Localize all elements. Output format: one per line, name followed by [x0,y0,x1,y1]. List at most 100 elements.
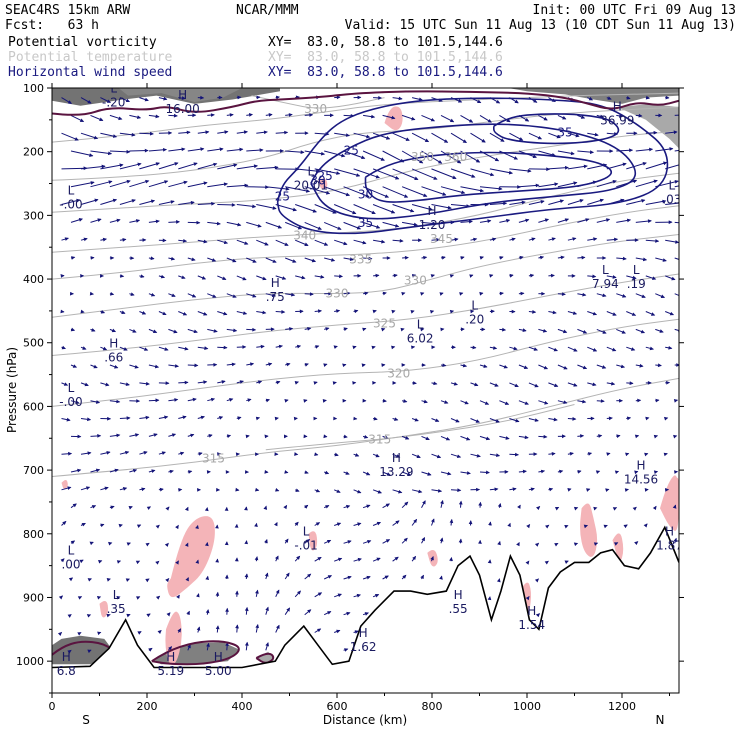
wind-arrowhead [102,346,108,351]
wind-arrowhead [395,520,400,525]
high-marker: H [166,650,175,664]
wind-arrowhead [439,537,444,542]
wind-arrowhead [497,540,501,546]
wind-arrowhead [684,162,687,165]
wind-arrowhead [320,274,325,279]
wind-arrowhead [356,593,361,598]
wind-arrowhead [333,345,338,349]
wind-arrowhead [283,434,288,439]
wind-arrowhead [532,309,537,314]
wind-arrowhead [420,292,425,296]
wind-arrowhead [284,538,289,543]
wind-arrowhead [224,130,229,135]
wind-arrowhead [339,274,343,279]
wind-contour-label: 35 [358,216,373,230]
wind-arrowhead [67,100,72,104]
wind-arrowhead [372,381,377,385]
wind-arrowhead [534,578,539,583]
wind-arrowhead [564,560,569,564]
wind-arrowhead [601,365,607,369]
wind-arrowhead [168,646,173,651]
wind-arrowhead [184,506,189,512]
wind-arrowhead [632,179,638,184]
wind-arrowhead [69,291,74,296]
wind-vector [275,204,297,211]
wind-arrowhead [533,99,538,103]
wind-arrowhead [130,292,135,296]
wind-vector [401,186,427,197]
wind-arrowhead [619,398,623,403]
wind-arrowhead [264,434,269,439]
wind-arrowhead [381,363,386,368]
high-marker: H [109,336,118,350]
extremum-value: .19 [627,277,646,291]
wind-arrowhead [481,327,486,332]
wind-arrowhead [534,383,539,388]
low-marker: L [633,263,640,277]
wind-arrowhead [262,276,267,281]
wind-arrowhead [57,631,63,636]
wind-arrowhead [563,365,568,370]
wind-arrowhead [307,609,312,614]
wind-arrowhead [352,210,357,215]
wind-arrowhead [86,614,92,618]
x-axis-end-left: S [82,713,90,727]
wind-arrowhead [347,575,352,580]
wind-vector [489,168,513,174]
wind-arrowhead [590,416,595,421]
wind-arrowhead [405,436,410,440]
wind-arrowhead [498,186,503,191]
wind-arrowhead [653,434,659,439]
wind-vector [518,184,539,188]
wind-arrowhead [122,487,128,491]
wind-arrowhead [311,258,317,263]
wind-arrowhead [84,382,89,387]
wind-arrowhead [666,380,671,385]
wind-arrowhead [496,453,501,458]
wind-arrowhead [136,399,141,403]
wind-arrowhead [304,470,309,474]
wind-arrowhead [657,363,662,368]
wind-arrowhead [385,136,391,140]
wind-arrowhead [275,488,280,492]
high-marker: H [427,204,436,218]
wind-arrowhead [332,210,337,214]
wind-arrowhead [475,419,480,423]
wind-arrowhead [373,416,378,421]
wind-arrowhead [234,557,239,562]
wind-arrowhead [662,199,667,204]
wind-arrowhead [602,330,607,334]
wind-arrowhead [492,237,497,242]
wind-arrowhead [624,488,629,492]
wind-arrowhead [186,130,191,135]
wind-arrowhead [447,471,452,476]
wind-arrowhead [70,327,76,332]
wind-arrowhead [621,330,626,334]
wind-vector [440,150,461,164]
wind-arrowhead [523,365,529,370]
wind-arrowhead [425,436,430,441]
wind-arrowhead [634,541,639,546]
wind-arrowhead [155,560,160,565]
y-tick-label: 200 [23,146,44,159]
wind-arrowhead [430,117,436,122]
wind-arrowhead [632,506,637,511]
wind-arrowhead [184,542,189,547]
wind-arrowhead [418,489,423,494]
wind-arrowhead [239,380,244,384]
wind-arrowhead [525,218,530,223]
wind-arrowhead [551,451,556,456]
extremum-value: 1.62 [350,640,377,654]
wind-arrowhead [479,188,485,193]
y-tick-label: 600 [23,400,44,413]
wind-arrowhead [444,400,449,404]
wind-vector [314,204,337,214]
wind-arrowhead [173,329,178,334]
wind-arrowhead [626,95,631,100]
wind-arrowhead [573,383,578,387]
theta-contour-label: 340 [293,229,316,243]
wind-arrowhead [72,364,78,368]
wind-arrowhead [125,98,131,103]
wind-arrowhead [423,193,428,197]
extremum-value: .66 [104,350,123,364]
